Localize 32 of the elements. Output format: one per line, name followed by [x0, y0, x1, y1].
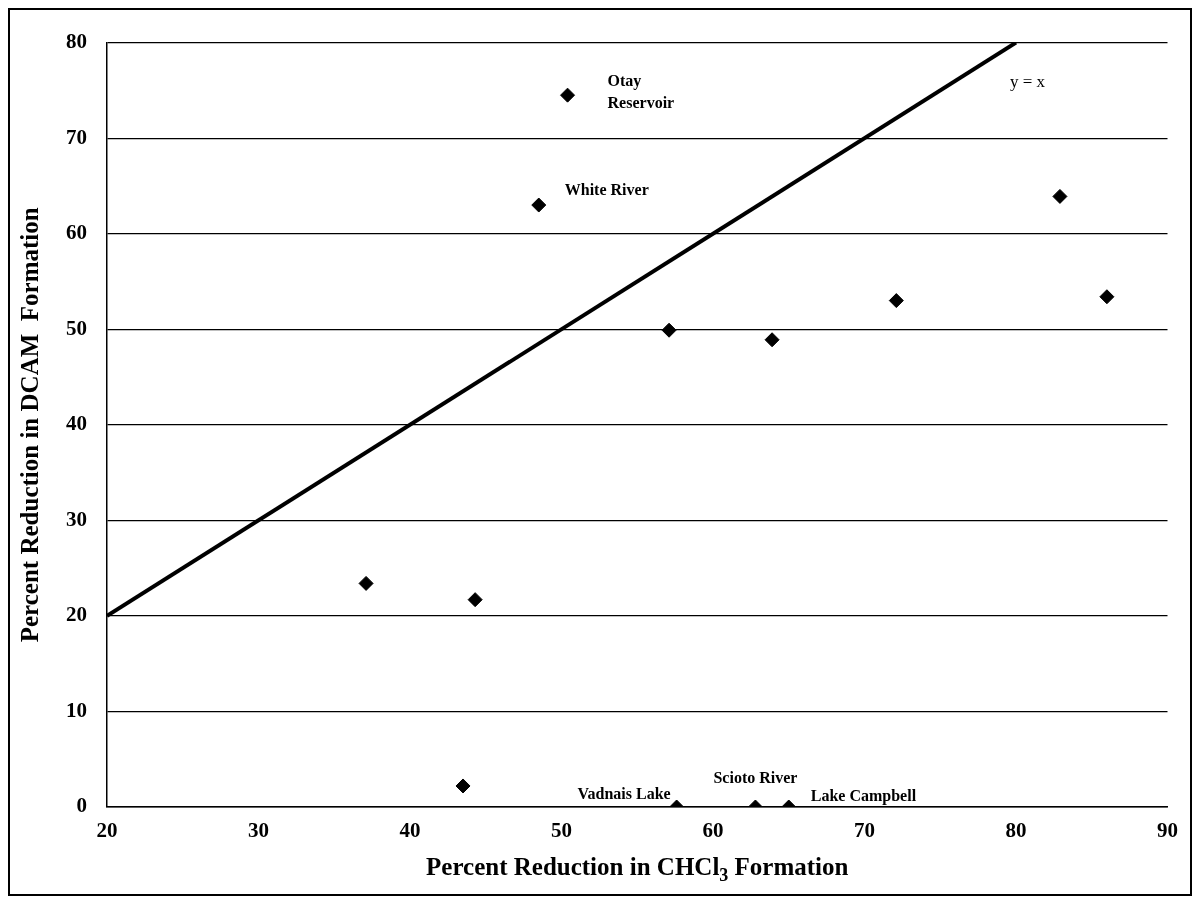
y-tick-label: 70 [66, 124, 87, 149]
y-tick-label: 60 [66, 220, 87, 245]
x-tick-label: 40 [399, 818, 421, 843]
annotation: Scioto River [713, 769, 798, 787]
y-tick-label: 20 [66, 602, 87, 627]
y-tick-label: 30 [66, 506, 87, 531]
annotation: Otay Reservoir [607, 72, 675, 112]
point [531, 197, 547, 213]
annotation: White River [564, 181, 649, 199]
y-tick-label: 80 [66, 29, 87, 54]
annotation: Lake Campbell [810, 787, 917, 806]
x-tick-label: 90 [1157, 818, 1178, 843]
x-tick-label: 70 [854, 818, 875, 843]
annotation: y = x [1009, 72, 1046, 92]
y-axis-title: Percent Reduction in DCAM Formation [16, 207, 44, 643]
point [764, 332, 780, 348]
point [358, 575, 374, 591]
point [661, 322, 677, 338]
x-tick-label: 20 [96, 818, 118, 843]
point [888, 293, 904, 309]
x-tick-label: 50 [551, 818, 572, 843]
x-tick-label: 30 [248, 818, 269, 843]
point [1099, 289, 1115, 305]
y-tick-label: 50 [66, 315, 87, 340]
y-tick-label: 40 [66, 411, 87, 436]
x-tick-label: 60 [702, 818, 724, 843]
point [1052, 188, 1068, 204]
point [560, 87, 576, 103]
annotation: Vadnais Lake [577, 785, 671, 803]
y-tick-label: 0 [76, 793, 87, 818]
y-tick-label: 10 [66, 697, 87, 722]
x-tick-label: 80 [1005, 818, 1027, 843]
